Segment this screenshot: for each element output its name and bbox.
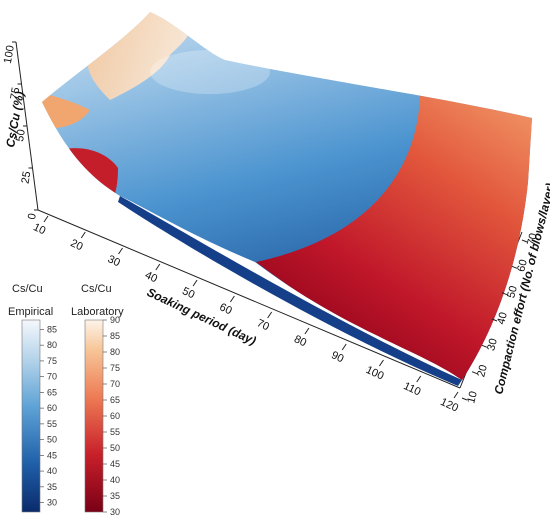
colorbar-tick-label: 35 [47,482,57,492]
x-axis-ticks: 10 20 30 40 50 60 70 80 90 100 110 120 [31,215,460,415]
colorbar-laboratory-label: Laboratory [71,306,124,318]
colorbar-empirical: Cs/Cu Empirical 30 35 40 45 50 55 60 65 70 75 80 85 [8,283,57,513]
x-axis-title: Soaking period (day) [145,285,258,348]
x-tick-mark [229,295,235,303]
y-tick-label: 40 [495,311,510,326]
x-tick-mark [304,327,310,335]
colorbar-tick-label: 50 [47,435,57,445]
y-tick-label: 70 [525,232,540,247]
colorbar-empirical-ticks: 30 35 40 45 50 55 60 65 70 75 80 85 [40,324,57,508]
colorbar-laboratory: Cs/Cu Laboratory 30 35 40 45 50 55 60 65 70 75 80 8… [71,283,124,517]
y-tick-label: 10 [465,390,480,405]
x-tick-mark [43,215,49,223]
colorbar-tick-label: 55 [47,419,57,429]
z-tick-label: 100 [2,44,17,64]
y-tick-mark [511,265,518,269]
colorbar-tick-label: 80 [47,340,57,350]
x-tick-label: 30 [106,253,122,269]
colorbar-tick-label: 70 [47,372,57,382]
colorbar-laboratory-ticks: 30 35 40 45 50 55 60 65 70 75 80 85 90 [103,315,120,517]
y-tick-mark [521,239,528,243]
surface-side [118,196,462,386]
colorbar-laboratory-title: Cs/Cu [81,283,112,295]
y-tick-mark [481,344,488,348]
colorbar-tick-label: 80 [110,347,120,357]
colorbar-tick-label: 90 [110,315,120,325]
colorbar-tick-label: 35 [110,491,120,501]
colorbar-tick-label: 85 [47,324,57,334]
colorbar-tick-label: 75 [110,363,120,373]
z-tick-label: 25 [20,170,34,184]
x-tick-label: 80 [292,333,308,349]
colorbar-tick-label: 50 [110,443,120,453]
y-tick-label: 50 [505,285,520,300]
surface [42,12,532,386]
y-tick-label: 30 [485,337,500,352]
x-tick-label: 100 [364,364,386,383]
colorbar-tick-label: 55 [110,427,120,437]
y-tick-mark [501,292,508,296]
x-tick-mark [379,359,384,367]
y-tick-label: 20 [475,364,490,379]
z-axis-ticks: 0 25 50 75 100 [2,41,39,221]
colorbar-tick-label: 65 [110,395,120,405]
x-tick-label: 50 [180,285,196,301]
z-tick-label: 75 [9,86,23,100]
colorbar-tick-label: 75 [47,356,57,366]
z-tick-label: 0 [26,212,39,220]
x-tick-label: 10 [31,221,47,237]
x-tick-label: 90 [329,349,345,365]
x-tick-mark [118,247,123,255]
y-tick-mark [471,371,478,375]
colorbar-tick-label: 65 [47,387,57,397]
colorbar-tick-label: 60 [110,411,120,421]
colorbar-tick-label: 45 [110,459,120,469]
surface-highlight [150,50,270,94]
colorbar-tick-label: 40 [47,466,57,476]
x-tick-label: 40 [143,269,159,285]
x-tick-label: 120 [438,396,460,415]
colorbar-empirical-label: Empirical [8,306,53,318]
x-tick-mark [416,375,422,383]
colorbar-empirical-title: Cs/Cu [12,283,43,295]
colorbar-tick-label: 40 [110,475,120,485]
x-tick-mark [80,231,86,239]
x-tick-mark [341,343,347,351]
y-tick-label: 60 [515,258,530,273]
x-tick-label: 60 [218,301,234,317]
colorbar-tick-label: 30 [110,507,120,517]
x-tick-label: 70 [255,317,271,333]
x-tick-mark [453,391,459,399]
surface-laboratory-region [256,90,532,380]
y-axis-ticks: 10 20 30 40 50 60 70 [461,232,540,405]
colorbar-tick-label: 60 [47,403,57,413]
colorbar-tick-label: 45 [47,450,57,460]
z-tick-label: 50 [14,128,28,142]
x-tick-mark [267,311,273,319]
x-tick-mark [155,263,161,271]
y-tick-mark [461,397,468,401]
x-tick-mark [192,279,198,287]
colorbar-tick-label: 70 [110,379,120,389]
colorbar-tick-label: 30 [47,498,57,508]
colorbar-tick-label: 85 [110,331,120,341]
y-tick-mark [491,318,498,322]
x-tick-label: 20 [68,237,84,253]
x-tick-label: 110 [402,380,423,398]
